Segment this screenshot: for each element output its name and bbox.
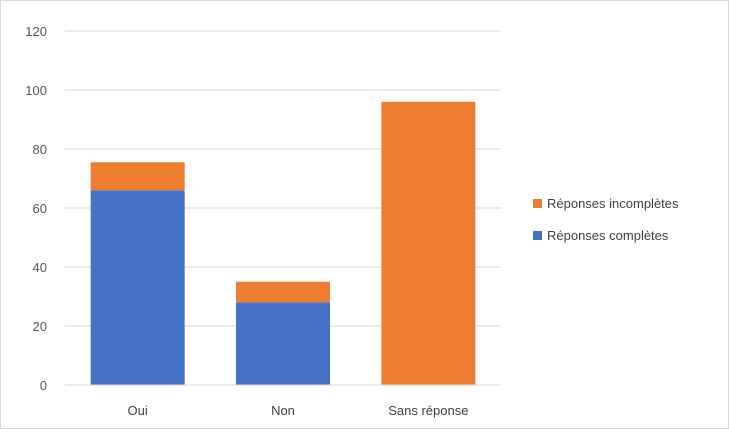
bar-segment [381,101,476,386]
bar-segment [236,281,330,303]
legend-swatch [533,199,542,208]
y-tick-label: 40 [33,260,47,275]
legend-label: Réponses incomplètes [547,196,679,211]
y-tick-label: 120 [25,24,47,39]
bars [90,101,476,386]
y-tick-label: 80 [33,142,47,157]
legend-label: Réponses complètes [547,228,669,243]
y-tick-label: 60 [33,201,47,216]
y-tick-label: 0 [40,378,47,393]
x-axis-category-labels: Oui Non Sans réponse [128,403,469,418]
y-tick-label: 100 [25,83,47,98]
x-category-label: Non [271,403,295,418]
bar-segment [236,302,330,385]
bar-segment [90,162,185,191]
x-category-label: Oui [128,403,148,418]
legend: Réponses incomplètes Réponses complètes [533,196,679,243]
x-category-label: Sans réponse [388,403,468,418]
y-tick-label: 20 [33,319,47,334]
y-axis-tick-labels: 0 20 40 60 80 100 120 [25,24,47,393]
legend-swatch [533,231,542,240]
bar-segment [90,190,185,385]
